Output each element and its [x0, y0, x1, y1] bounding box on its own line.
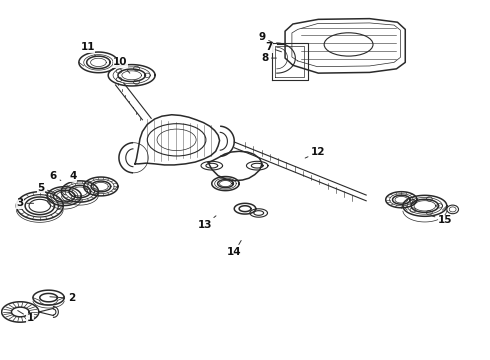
Text: 10: 10 — [113, 57, 130, 73]
Text: 8: 8 — [261, 53, 276, 63]
Text: 11: 11 — [80, 42, 96, 56]
Text: 15: 15 — [432, 215, 453, 225]
Text: 14: 14 — [227, 240, 242, 257]
Text: 13: 13 — [197, 216, 216, 230]
Text: 1: 1 — [18, 311, 34, 323]
Text: 4: 4 — [69, 171, 77, 185]
Text: 7: 7 — [265, 42, 281, 52]
Text: 9: 9 — [259, 32, 273, 42]
Text: 5: 5 — [37, 183, 55, 193]
Text: 2: 2 — [50, 293, 75, 303]
Text: 6: 6 — [50, 171, 61, 181]
Text: 3: 3 — [17, 198, 34, 208]
Text: 12: 12 — [305, 147, 325, 158]
